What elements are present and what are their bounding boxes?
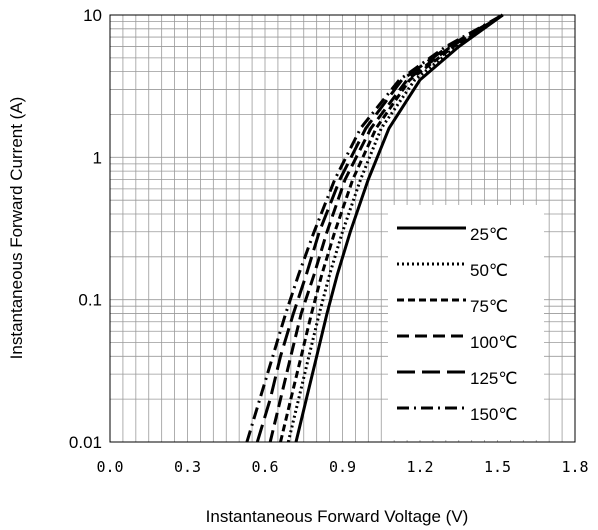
legend-label-5: 125℃ (470, 369, 517, 388)
x-tick-labels: 0.0 0.3 0.6 0.9 1.2 1.5 1.8 (96, 458, 588, 476)
legend-label-3: 75℃ (470, 297, 508, 316)
legend-label-1: 25℃ (470, 225, 508, 244)
y-tick-labels: 0.01 0.1 1 10 (69, 6, 102, 452)
legend-label-4: 100℃ (470, 333, 517, 352)
y-tick-label: 10 (83, 6, 102, 25)
series-lines (245, 13, 504, 443)
x-tick-label: 0.3 (174, 458, 201, 476)
y-tick-label: 1 (93, 148, 102, 167)
x-tick-label: 1.8 (561, 458, 588, 476)
x-tick-label: 0.6 (251, 458, 278, 476)
x-tick-label: 1.5 (484, 458, 511, 476)
x-tick-label: 0.9 (329, 458, 356, 476)
plot-frame (109, 14, 576, 443)
series-line-1 (294, 13, 504, 443)
y-tick-label: 0.1 (78, 291, 102, 310)
y-axis-label: Instantaneous Forward Current (A) (7, 97, 26, 360)
series-line-4 (268, 13, 504, 443)
x-axis-label: Instantaneous Forward Voltage (V) (206, 507, 469, 526)
series-line-5 (255, 13, 504, 443)
x-tick-label: 0.0 (96, 458, 123, 476)
legend-label-2: 50℃ (470, 261, 508, 280)
y-tick-label: 0.01 (69, 433, 102, 452)
legend-label-6: 150℃ (470, 405, 517, 424)
x-tick-label: 1.2 (406, 458, 433, 476)
series-line-6 (245, 13, 504, 443)
legend: 25℃ 50℃ 75℃ 100℃ 125℃ 150℃ (388, 205, 544, 440)
legend-box (388, 205, 544, 440)
